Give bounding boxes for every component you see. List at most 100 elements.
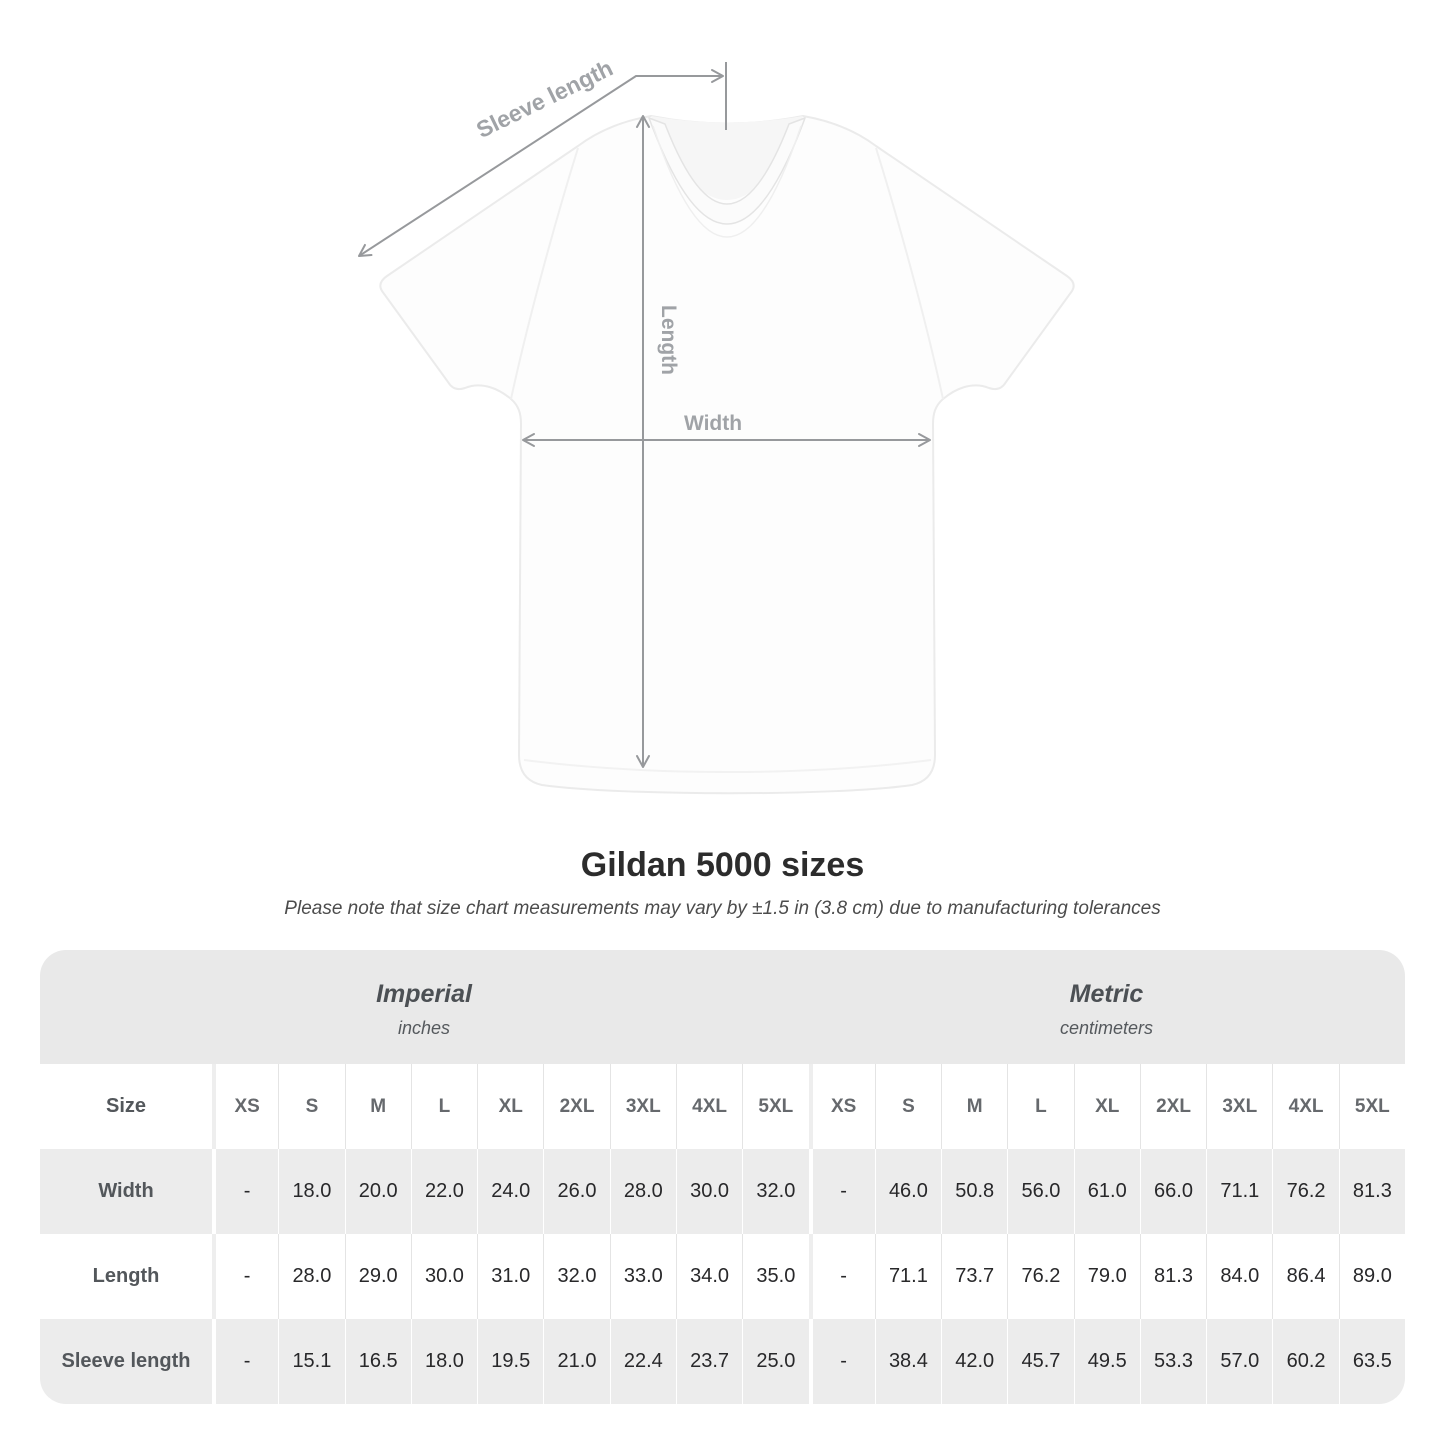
value-cell: 18.0 [278,1149,344,1234]
value-cell: 22.4 [609,1319,676,1404]
row-label: Width [98,1180,154,1202]
size-header-row: Size XS S M L XL 2XL 3XL 4XL 5XL XS S M L XL 2XL 3XL 4XL 5… [40,1064,1405,1149]
size-header-imperial-l: L [410,1064,477,1149]
value-cell: 89.0 [1338,1234,1405,1319]
size-header-imperial-3xl: 3XL [609,1064,676,1149]
size-table-grid: Size XS S M L XL 2XL 3XL 4XL 5XL XS S M L XL 2XL 3XL 4XL 5… [40,1064,1405,1404]
size-header-metric-m: M [941,1064,1007,1149]
tshirt-graphic [379,115,1075,795]
sleeve-length-label: Sleeve length [472,55,617,143]
row-label: Sleeve length [61,1350,191,1372]
measurement-row-sleeve-length: Sleeve length -15.1 16.5 18.0 19.5 21.0 22.4 23… [40,1319,1405,1404]
size-header-imperial-s: S [278,1064,344,1149]
value-cell: 30.0 [675,1149,742,1234]
imperial-label: Imperial [376,979,472,1008]
row-label: Length [92,1265,160,1287]
imperial-unit-header: Imperial inches [40,950,808,1064]
value-cell: 84.0 [1206,1234,1272,1319]
tolerance-note: Please note that size chart measurements… [284,898,1161,919]
size-header-imperial-4xl: 4XL [675,1064,742,1149]
metric-label: Metric [1069,979,1144,1008]
value-cell: 86.4 [1272,1234,1338,1319]
value-cell: 31.0 [477,1234,543,1319]
value-cell: 23.7 [675,1319,742,1404]
size-header-metric-xl: XL [1073,1064,1140,1149]
value-cell: 60.2 [1272,1319,1338,1404]
metric-sublabel: centimeters [1059,1017,1154,1038]
size-column-header: Size [105,1095,147,1117]
value-cell: 28.0 [609,1149,676,1234]
size-header-imperial-xl: XL [477,1064,543,1149]
value-cell: - [808,1149,875,1234]
value-cell: - [212,1149,278,1234]
imperial-sublabel: inches [397,1017,451,1038]
value-cell: 16.5 [344,1319,411,1404]
value-cell: - [212,1319,278,1404]
value-cell: 29.0 [344,1234,411,1319]
size-table: Imperial inches Metric centimeters Size X… [40,950,1405,1404]
measurement-row-length: Length -28.0 29.0 30.0 31.0 32.0 33.0 34.0 35.0-… [40,1234,1405,1319]
value-cell: 81.3 [1139,1234,1206,1319]
value-cell: 32.0 [742,1149,808,1234]
tshirt-right-sleeve-seam [875,147,944,400]
size-header-imperial-2xl: 2XL [543,1064,609,1149]
value-cell: 19.5 [477,1319,543,1404]
value-cell: 50.8 [941,1149,1007,1234]
tshirt-diagram: Sleeve length Length Width [358,55,1075,795]
metric-unit-header: Metric centimeters [808,950,1405,1064]
value-cell: 63.5 [1338,1319,1405,1404]
value-cell: 21.0 [543,1319,609,1404]
sleeve-length-arrow [358,69,724,257]
size-header-imperial-m: M [344,1064,411,1149]
value-cell: - [808,1319,875,1404]
value-cell: 79.0 [1073,1234,1140,1319]
size-header-metric-l: L [1007,1064,1073,1149]
value-cell: - [808,1234,875,1319]
value-cell: 15.1 [278,1319,344,1404]
value-cell: 38.4 [874,1319,941,1404]
value-cell: 28.0 [278,1234,344,1319]
value-cell: 35.0 [742,1234,808,1319]
value-cell: 61.0 [1073,1149,1140,1234]
value-cell: 53.3 [1139,1319,1206,1404]
measurement-row-width: Width -18.0 20.0 22.0 24.0 26.0 28.0 30.0 32.0-4… [40,1149,1405,1234]
size-header-metric-4xl: 4XL [1272,1064,1338,1149]
value-cell: 81.3 [1338,1149,1405,1234]
value-cell: 71.1 [874,1234,941,1319]
value-cell: 26.0 [543,1149,609,1234]
value-cell: 24.0 [477,1149,543,1234]
length-label: Length [657,305,680,375]
measurement-arrows [358,62,931,768]
value-cell: 66.0 [1139,1149,1206,1234]
value-cell: 20.0 [344,1149,411,1234]
value-cell: 49.5 [1073,1319,1140,1404]
value-cell: 22.0 [410,1149,477,1234]
value-cell: 33.0 [609,1234,676,1319]
value-cell: 57.0 [1206,1319,1272,1404]
value-cell: 32.0 [543,1234,609,1319]
size-header-metric-xs: XS [808,1064,875,1149]
value-cell: 71.1 [1206,1149,1272,1234]
unit-header-band: Imperial inches Metric centimeters [40,950,1405,1064]
size-header-metric-3xl: 3XL [1206,1064,1272,1149]
tshirt-body [379,115,1075,795]
value-cell: 45.7 [1007,1319,1073,1404]
value-cell: 46.0 [874,1149,941,1234]
size-header-imperial-xs: XS [212,1064,278,1149]
size-header-metric-s: S [874,1064,941,1149]
page-title: Gildan 5000 sizes [580,846,865,884]
size-header-imperial-5xl: 5XL [742,1064,808,1149]
width-label: Width [684,412,742,435]
value-cell: 76.2 [1272,1149,1338,1234]
size-header-metric-2xl: 2XL [1139,1064,1206,1149]
value-cell: 34.0 [675,1234,742,1319]
value-cell: 56.0 [1007,1149,1073,1234]
value-cell: - [212,1234,278,1319]
value-cell: 76.2 [1007,1234,1073,1319]
value-cell: 30.0 [410,1234,477,1319]
size-header-metric-5xl: 5XL [1338,1064,1405,1149]
tshirt-hem-stitch [523,759,932,773]
value-cell: 42.0 [941,1319,1007,1404]
value-cell: 18.0 [410,1319,477,1404]
